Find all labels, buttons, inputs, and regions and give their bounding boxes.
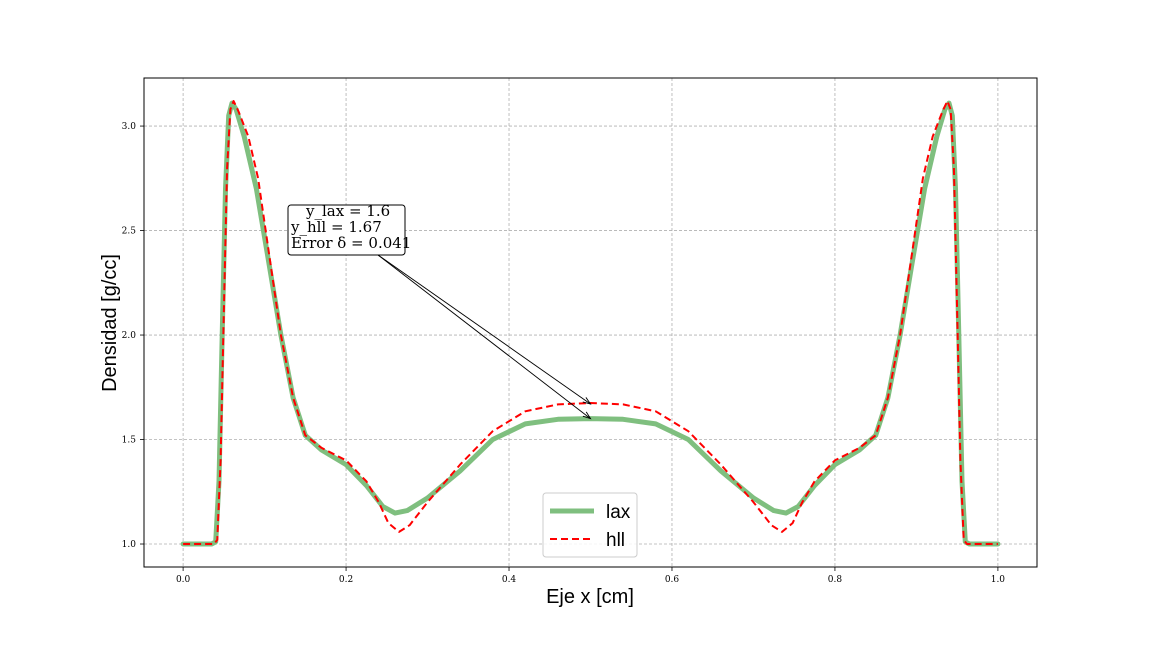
grid [144,78,1037,567]
x-tick-label: 0.8 [828,575,843,585]
annotation-arrowhead [582,411,592,420]
y-tick-label: 1.5 [122,436,137,446]
annotation-line-hll: y_hll = 1.67 [290,218,382,236]
x-tick-label: 0.2 [339,575,353,585]
x-tick-label: 0.4 [502,575,517,585]
annotation: y_lax = 1.6 y_hll = 1.67 Error δ = 0.041 [287,202,592,420]
x-tick-label: 0.6 [665,575,680,585]
legend-label-hll: hll [606,530,625,551]
y-tick-label: 2.0 [122,331,137,341]
annotation-arrowhead [582,397,592,405]
y-tick-label: 2.5 [122,227,137,237]
legend: lax hll [542,492,638,558]
annotation-arrows [377,254,592,420]
y-tick-label: 1.0 [122,540,137,550]
x-axis-label: Eje x [cm] [546,586,634,608]
legend-label-lax: lax [606,502,631,523]
ticks: 0.0 0.2 0.4 0.6 0.8 1.0 1.0 1.5 2.0 2.5 3.0 [122,122,1006,585]
x-tick-label: 1.0 [991,575,1006,585]
annotation-line-error: Error δ = 0.041 [291,234,411,252]
annotation-box [287,204,406,256]
plot-frame [143,77,1038,568]
y-tick-label: 3.0 [122,122,137,132]
annotation-line-lax: y_lax = 1.6 [305,202,390,220]
annotation-arrow [377,254,591,405]
y-axis-label: Densidad [g/cc] [99,254,121,392]
annotation-arrow [377,254,591,419]
series-line-hll [183,100,998,545]
x-tick-label: 0.0 [176,575,191,585]
